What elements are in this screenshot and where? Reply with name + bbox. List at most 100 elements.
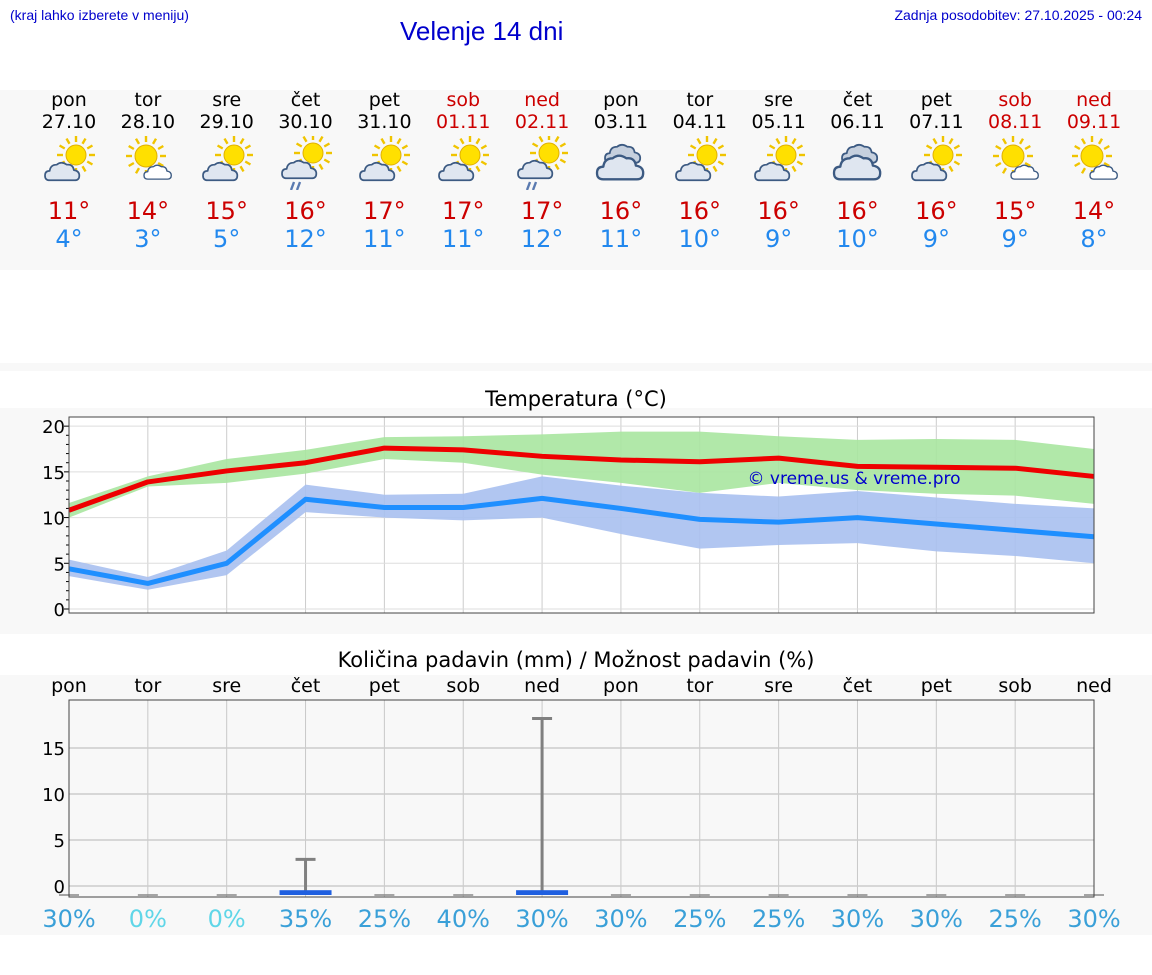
sun-cloud-rain-icon <box>516 134 570 191</box>
min-temp: 11° <box>363 225 406 253</box>
precip-chance: 30% <box>831 905 884 933</box>
cloudy-icon <box>595 136 649 190</box>
max-temp: 16° <box>836 197 879 225</box>
day-date: 02.11 <box>514 111 570 133</box>
day-date: 09.11 <box>1066 111 1122 133</box>
y-tick-label: 5 <box>54 554 65 575</box>
precip-chance: 0% <box>129 905 167 933</box>
precip-chance: 25% <box>358 905 411 933</box>
sun-small-cloud-icon <box>122 136 176 190</box>
max-temp: 17° <box>363 197 406 225</box>
daily-forecast-strip: pon 27.10 11° 4° tor 28.10 14° 3° sre 29… <box>0 90 1152 270</box>
min-temp: 9° <box>1001 225 1029 253</box>
min-temp: 10° <box>678 225 722 253</box>
day-date: 07.11 <box>909 111 964 133</box>
location-hint: (kraj lahko izberete v meniju) <box>10 7 189 23</box>
precip-chance: 35% <box>279 905 332 933</box>
sun-cloud-icon <box>753 136 807 190</box>
min-temp: 11° <box>599 225 643 253</box>
max-temp: 15° <box>993 197 1037 225</box>
y-tick-label: 15 <box>42 739 65 760</box>
max-temp: 17° <box>441 197 485 225</box>
day-name: sob <box>446 89 481 111</box>
day-label: sre <box>212 675 241 697</box>
sun-cloud-icon <box>674 136 728 190</box>
day-date: 30.10 <box>278 111 333 133</box>
sun-small-cloud-icon <box>989 136 1043 190</box>
day-name: sre <box>764 89 794 111</box>
max-temp: 11° <box>47 197 91 225</box>
day-label: pet <box>369 675 400 697</box>
min-temp: 9° <box>922 225 950 253</box>
day-name: čet <box>290 89 321 111</box>
min-temp: 5° <box>213 225 241 253</box>
precip-chance: 30% <box>42 905 95 933</box>
day-name: tor <box>686 89 714 111</box>
max-temp-line <box>68 445 1095 513</box>
precip-chance: 0% <box>208 905 246 933</box>
min-temp: 8° <box>1080 225 1108 253</box>
day-date: 05.11 <box>751 111 806 133</box>
y-tick-label: 20 <box>42 417 65 438</box>
day-date: 29.10 <box>199 111 254 133</box>
precipitation-chart-title: Količina padavin (mm) / Možnost padavin … <box>337 648 815 672</box>
precip-chance: 25% <box>752 905 805 933</box>
precip-bar <box>516 890 569 895</box>
sun-cloud-rain-icon <box>280 134 334 191</box>
plot-area <box>69 700 1094 897</box>
max-temp: 17° <box>520 197 564 225</box>
min-temp: 3° <box>134 225 162 253</box>
day-name: pon <box>51 89 87 111</box>
day-name: čet <box>842 89 873 111</box>
max-temp: 16° <box>915 197 958 225</box>
max-temp: 16° <box>284 197 327 225</box>
day-date: 08.11 <box>987 111 1043 133</box>
watermark: © vreme.us & vreme.pro <box>747 469 960 489</box>
sun-cloud-icon <box>43 136 97 190</box>
max-temp: 15° <box>205 197 248 225</box>
max-temp-band <box>69 431 1094 518</box>
day-name: sob <box>998 89 1032 111</box>
day-name: pet <box>368 89 400 111</box>
day-label: ned <box>524 675 560 697</box>
day-name: pet <box>920 89 952 111</box>
min-temp: 4° <box>55 225 83 253</box>
y-tick-label: 10 <box>42 785 65 806</box>
day-date: 01.11 <box>436 111 491 133</box>
min-temp: 11° <box>441 225 485 253</box>
precip-chance: 30% <box>515 905 568 933</box>
precip-chance: 30% <box>594 905 647 933</box>
plot-border <box>68 699 1095 898</box>
day-date: 28.10 <box>120 111 176 133</box>
day-label: pon <box>603 675 639 697</box>
day-name: ned <box>524 89 560 111</box>
day-date: 06.11 <box>830 111 885 133</box>
day-date: 31.10 <box>357 111 412 133</box>
day-name: sre <box>212 89 242 111</box>
min-temp: 9° <box>765 225 793 253</box>
sun-cloud-icon <box>437 136 491 190</box>
y-tick-label: 15 <box>42 463 65 484</box>
sun-cloud-icon <box>910 136 964 190</box>
day-date: 03.11 <box>593 111 649 133</box>
y-tick-label: 0 <box>54 877 65 898</box>
min-temp: 12° <box>520 225 564 253</box>
max-temp: 16° <box>757 197 800 225</box>
day-label: pet <box>921 675 952 697</box>
day-name: pon <box>603 89 639 111</box>
precipitation-chart: pon tor sre čet pet sob ned pon tor sre čet pet sob n… <box>42 675 1121 933</box>
y-tick-label: 10 <box>42 509 65 530</box>
day-label: pon <box>51 675 87 697</box>
plot-border <box>68 416 1095 614</box>
precip-chance: 25% <box>988 905 1041 933</box>
max-temp: 14° <box>1072 197 1116 225</box>
day-name: tor <box>134 89 162 111</box>
day-name: ned <box>1076 89 1112 111</box>
max-temp: 14° <box>126 197 170 225</box>
day-date: 04.11 <box>672 111 727 133</box>
precip-chance: 30% <box>1067 905 1120 933</box>
page-title: Velenje 14 dni <box>400 16 564 46</box>
day-label: sob <box>446 675 480 697</box>
precip-chance: 25% <box>673 905 726 933</box>
